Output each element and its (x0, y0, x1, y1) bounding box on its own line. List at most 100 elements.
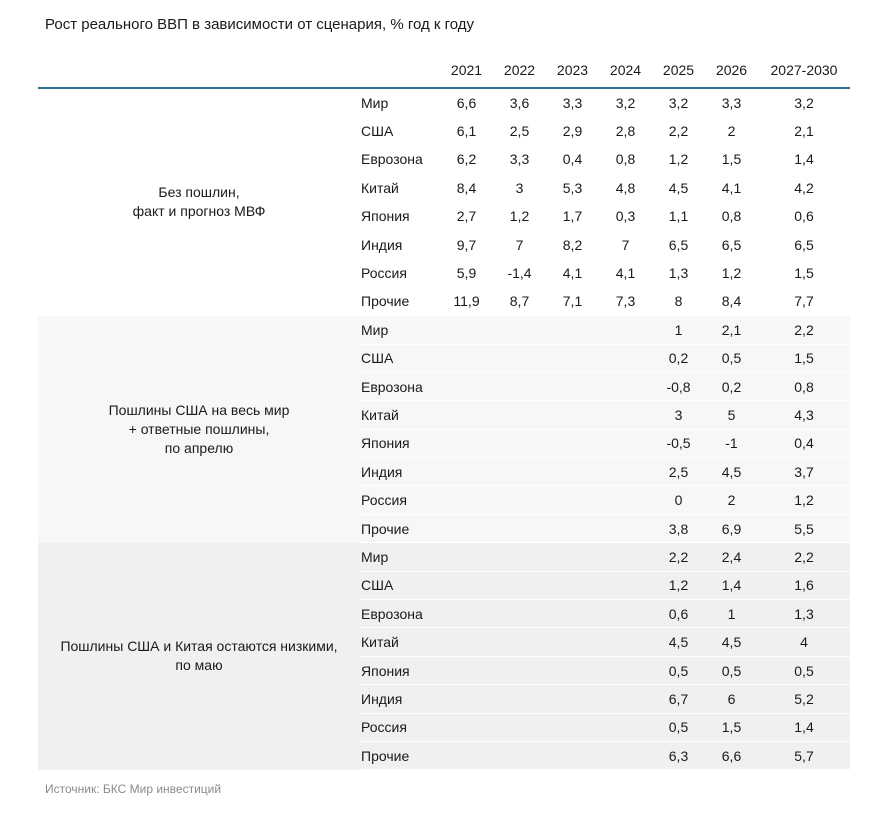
value-cell: 8 (652, 287, 705, 317)
value-cell: 3,8 (652, 514, 705, 544)
region-label: США (360, 571, 440, 601)
table-row: Япония 0,5 0,5 0,5 (38, 656, 850, 686)
region-label: Япония (360, 202, 440, 231)
value-cell (440, 457, 493, 487)
column-header-2027-2030: 2027-2030 (770, 62, 838, 78)
value-cell: 1,4 (758, 145, 850, 175)
value-cell: 4,1 (599, 258, 652, 288)
table-row: Китай 4,5 4,5 4 (38, 627, 850, 657)
value-cell (599, 599, 652, 629)
source-note: Источник: БКС Мир инвестиций (45, 782, 222, 797)
value-cell: 2,5 (652, 457, 705, 487)
value-cell: -1,4 (493, 258, 546, 288)
value-cell (599, 457, 652, 487)
table-row: Без пошлин, факт и прогноз МВФ Мир 6,6 3,6 3,… (38, 88, 850, 219)
value-cell: 2,4 (705, 542, 758, 572)
value-cell: 2,2 (652, 542, 705, 572)
value-cell (493, 741, 546, 771)
value-cell: 7,3 (599, 287, 652, 317)
value-cell (546, 542, 599, 572)
value-cell (546, 741, 599, 771)
value-cell: 0,3 (599, 202, 652, 231)
table-row: Китай 8,4 3 5,3 4,8 4,5 4,1 4,2 (38, 173, 850, 203)
value-cell (599, 713, 652, 742)
value-cell: 4,1 (705, 173, 758, 203)
value-cell (493, 684, 546, 714)
value-cell (546, 514, 599, 544)
value-cell: 1,5 (705, 145, 758, 175)
table-row: Прочие 6,3 6,6 5,7 (38, 741, 850, 771)
value-cell: 2,1 (758, 116, 850, 146)
value-cell: 6,5 (705, 230, 758, 260)
value-cell: -0,8 (652, 372, 705, 402)
value-cell (546, 372, 599, 402)
value-cell: 0,8 (705, 202, 758, 231)
value-cell (599, 542, 652, 572)
value-cell: 3,7 (758, 457, 850, 487)
value-cell (493, 713, 546, 742)
value-cell (599, 627, 652, 657)
value-cell: 5,9 (440, 258, 493, 288)
scenario-label-2: Пошлины США и Китая остаются низкими, по … (60, 638, 338, 674)
value-cell: 0,8 (758, 372, 850, 402)
region-label: Прочие (360, 287, 440, 317)
value-cell (546, 599, 599, 629)
region-label: Россия (360, 713, 440, 742)
value-cell: 7 (493, 230, 546, 260)
value-cell: 4,1 (546, 258, 599, 288)
value-cell: 6,6 (705, 741, 758, 771)
value-cell: 3 (493, 173, 546, 203)
table-row: Россия 5,9 -1,4 4,1 4,1 1,3 1,2 1,5 (38, 258, 850, 288)
value-cell: 3,6 (493, 88, 546, 118)
value-cell (440, 400, 493, 430)
value-cell (493, 457, 546, 487)
region-label: Китай (360, 400, 440, 430)
value-cell: 6,5 (758, 230, 850, 260)
value-cell: 2,1 (705, 315, 758, 345)
value-cell: 2,2 (652, 116, 705, 146)
value-cell (599, 741, 652, 771)
table-row: Еврозона -0,8 0,2 0,8 (38, 372, 850, 402)
table-row: США 1,2 1,4 1,6 (38, 571, 850, 601)
value-cell (493, 542, 546, 572)
table-row: Китай 3 5 4,3 (38, 400, 850, 430)
table-row: Пошлины США на весь мир + ответные пошлин… (38, 315, 850, 456)
table-row: Индия 2,5 4,5 3,7 (38, 457, 850, 487)
value-cell: 8,4 (705, 287, 758, 317)
value-cell: 1,3 (758, 599, 850, 629)
region-label: США (360, 116, 440, 146)
value-cell: 6,1 (440, 116, 493, 146)
value-cell: 1,2 (652, 145, 705, 175)
table-row: Пошлины США и Китая остаются низкими, по … (38, 542, 850, 673)
value-cell: 0,4 (758, 429, 850, 459)
column-header-2024: 2024 (609, 62, 642, 78)
value-cell (599, 429, 652, 459)
value-cell: 11,9 (440, 287, 493, 317)
value-cell (493, 514, 546, 544)
value-cell: 3,2 (758, 88, 850, 118)
value-cell: 6,3 (652, 741, 705, 771)
gdp-scenario-table: 2021 2022 2023 2024 2025 2026 2027-2030 … (38, 60, 850, 771)
region-label: Китай (360, 627, 440, 657)
value-cell: 0,2 (652, 344, 705, 373)
value-cell (493, 372, 546, 402)
value-cell (546, 684, 599, 714)
value-cell: -0,5 (652, 429, 705, 459)
value-cell (440, 485, 493, 515)
value-cell (493, 571, 546, 601)
table-row: Еврозона 0,6 1 1,3 (38, 599, 850, 629)
value-cell (599, 684, 652, 714)
region-label: Китай (360, 173, 440, 203)
value-cell: 1,2 (652, 571, 705, 601)
value-cell: 5,5 (758, 514, 850, 544)
value-cell: 4 (758, 627, 850, 657)
region-label: Мир (360, 542, 440, 572)
value-cell (493, 315, 546, 345)
value-cell: 1,3 (652, 258, 705, 288)
value-cell: 1,4 (758, 713, 850, 742)
value-cell: 3,3 (493, 145, 546, 175)
value-cell (599, 514, 652, 544)
table-row: Прочие 11,9 8,7 7,1 7,3 8 8,4 7,7 (38, 287, 850, 317)
value-cell: 5,3 (546, 173, 599, 203)
value-cell: 1,5 (705, 713, 758, 742)
